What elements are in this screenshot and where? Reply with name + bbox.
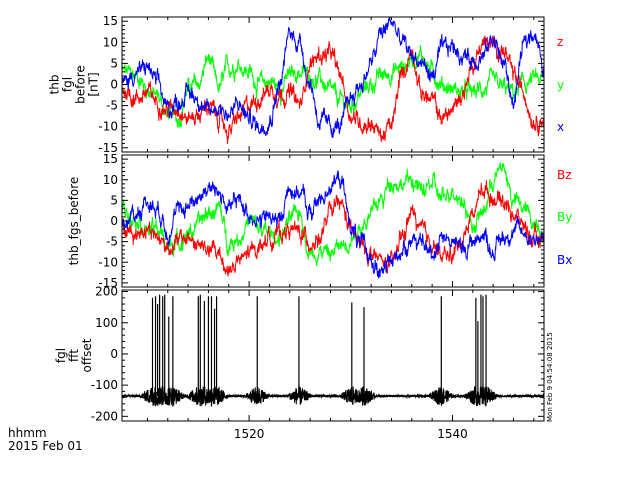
y-tick-label: 0 <box>110 214 118 228</box>
x-tick-label: 1540 <box>437 427 468 441</box>
panel-3-frame <box>121 289 545 422</box>
legend-y: y <box>557 78 564 92</box>
y-tick-label: -10 <box>98 255 118 269</box>
y-tick-label: 10 <box>103 35 118 49</box>
legend-bz: Bz <box>557 168 572 182</box>
y-tick-label: -5 <box>106 235 118 249</box>
panel-2-ylabel: thb_fgs_before <box>67 177 81 266</box>
time-axis-label: hhmm <box>8 426 47 440</box>
y-tick-label: 200 <box>95 285 118 299</box>
legend-z: z <box>557 35 563 49</box>
series-line-by <box>122 162 544 266</box>
panel-2-frame <box>121 154 545 288</box>
y-tick-label: -15 <box>98 141 118 155</box>
panel-frames <box>121 16 545 422</box>
data-layer <box>122 17 544 407</box>
panel-1-plot <box>122 17 544 144</box>
panel-1-ylabel: fgl <box>61 77 75 92</box>
panel-1-ylabel: before <box>74 65 88 104</box>
timestamp-stamp: Mon Feb 9 04:54:08 2015 <box>546 332 554 422</box>
offset-baseline-line <box>122 385 544 407</box>
y-tick-label: 10 <box>103 173 118 187</box>
series-line-bx <box>122 170 544 279</box>
y-tick-label: 100 <box>95 316 118 330</box>
series-line-z <box>122 35 544 144</box>
panel-3-ylabel: fgl <box>54 348 68 363</box>
series-line-y <box>122 44 544 128</box>
y-tick-label: 15 <box>103 14 118 28</box>
x-tick-label: 1520 <box>234 427 265 441</box>
panel-3-ylabel: fft <box>67 349 81 362</box>
legend-bx: Bx <box>557 253 572 267</box>
y-tick-label: -15 <box>98 276 118 290</box>
panel-1-ylabel: [nT] <box>87 72 101 96</box>
panel-3-ylabel: offset <box>80 338 94 372</box>
panel-3-plot <box>122 294 544 407</box>
y-tick-label: 15 <box>103 152 118 166</box>
legend-x: x <box>557 120 564 134</box>
y-tick-label: 0 <box>110 78 118 92</box>
series-line-bz <box>122 180 544 277</box>
y-tick-label: 5 <box>110 193 118 207</box>
y-tick-label: -100 <box>91 378 118 392</box>
date-label: 2015 Feb 01 <box>8 439 83 453</box>
y-tick-label: 5 <box>110 56 118 70</box>
series-line-x <box>122 17 544 138</box>
y-tick-label: -200 <box>91 409 118 423</box>
legend-by: By <box>557 210 572 224</box>
y-tick-label: -10 <box>98 120 118 134</box>
panel-1-ylabel: thb <box>48 75 62 95</box>
y-tick-label: -5 <box>106 99 118 113</box>
panel-2-plot <box>122 162 544 279</box>
y-tick-label: 0 <box>110 347 118 361</box>
